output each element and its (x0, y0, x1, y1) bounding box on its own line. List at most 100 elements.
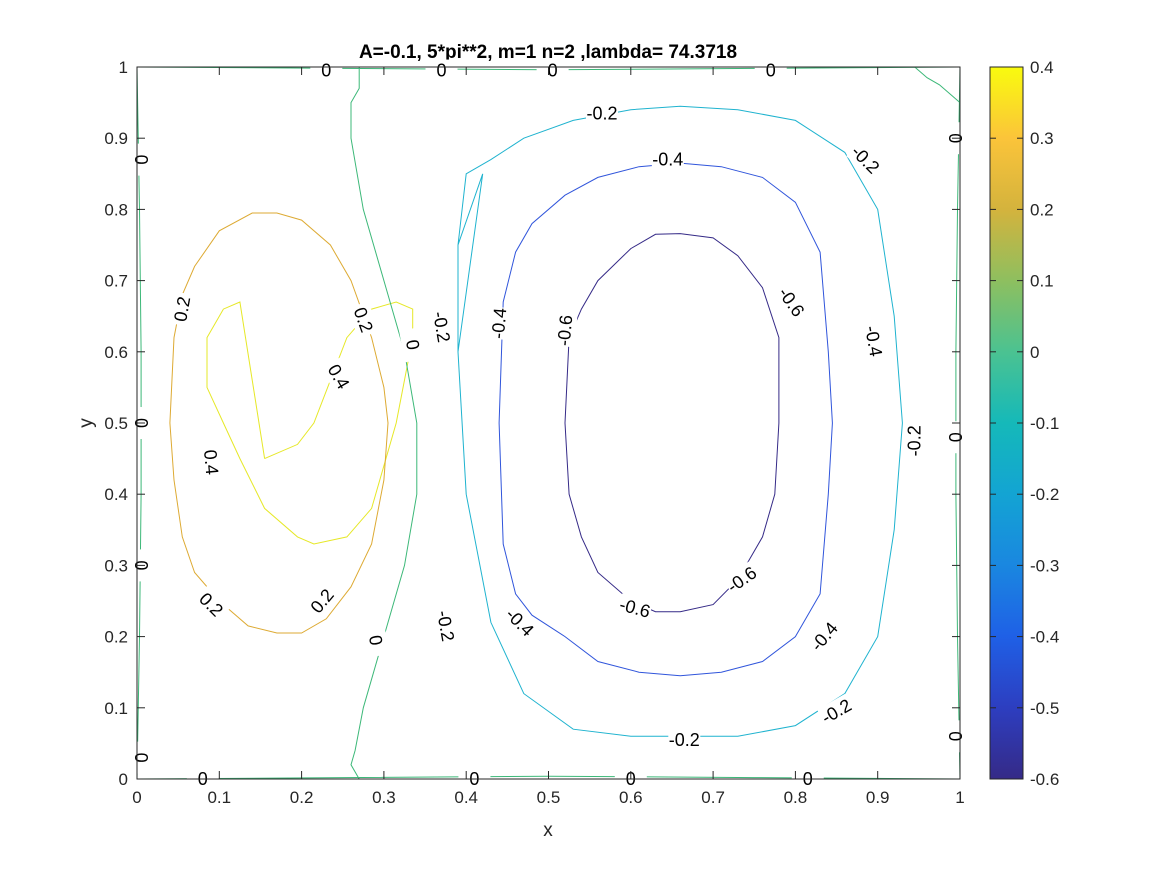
contour-label-bg-26 (859, 323, 888, 359)
contour-label-bg-3 (754, 59, 787, 82)
contour-line-0p2-1 (169, 212, 389, 634)
colorbar-tick-label: 0.2 (1030, 200, 1054, 219)
contour-label-bg-15 (399, 327, 427, 363)
y-tick-label: 1 (119, 58, 128, 77)
colorbar-tick-label: 0.4 (1030, 58, 1054, 77)
colorbar-tick-label: -0.3 (1030, 556, 1059, 575)
contour-label-bg-31 (616, 593, 654, 623)
contour-label-16: 0 (365, 634, 386, 647)
contour-label-bg-30 (773, 282, 810, 322)
contour-label-24: -0.4 (652, 150, 683, 170)
contour-label-32: -0.6 (723, 563, 760, 597)
y-tick-label: 0.3 (104, 556, 128, 575)
colorbar-tick-label: 0 (1030, 343, 1039, 362)
plot-area-frame (136, 66, 961, 780)
contour-line-neg0p6-5 (564, 233, 780, 613)
contour-label-bg-37 (321, 357, 357, 397)
contour-label-bg-25 (486, 306, 512, 341)
colorbar-tick-label: -0.5 (1030, 699, 1059, 718)
contour-label-bg-16 (362, 622, 390, 658)
contour-label-bg-36 (303, 581, 341, 621)
contour-label-bg-33 (168, 291, 196, 327)
y-axis-label: y (76, 418, 97, 428)
x-tick-label: 0.1 (207, 788, 231, 807)
x-tick-label: 0.4 (454, 788, 478, 807)
x-tick-label: 0.2 (290, 788, 314, 807)
contour-label-25: -0.4 (488, 307, 511, 340)
contour-label-bg-18 (846, 140, 885, 179)
colorbar-tick-label: -0.6 (1030, 770, 1059, 789)
contour-label-bg-27 (500, 603, 539, 642)
contour-label-bg-1 (425, 59, 458, 82)
x-tick-label: 0.8 (784, 788, 808, 807)
contour-label-27: -0.4 (502, 604, 538, 640)
x-tick-label: 0.5 (537, 788, 561, 807)
contour-label-bg-0 (310, 59, 343, 82)
y-tick-label: 0.7 (104, 272, 128, 291)
x-tick-label: 0.9 (866, 788, 890, 807)
contour-line-0-2 (350, 67, 418, 780)
contour-line-neg0p4-4 (498, 162, 833, 677)
contour-label-bg-13 (944, 421, 967, 454)
contour-label-bg-23 (668, 728, 701, 751)
chart-title: A=-0.1, 5*pi**2, m=1 n=2 ,lambda= 74.371… (359, 42, 737, 63)
contour-label-28: -0.4 (807, 618, 842, 655)
contour-label-1: 0 (436, 61, 446, 81)
y-tick-label: 0.5 (104, 414, 128, 433)
contour-label-15: 0 (402, 338, 423, 351)
y-tick-label: 0.1 (104, 699, 128, 718)
contour-label-13: 0 (946, 432, 966, 442)
x-axis-label: x (543, 820, 553, 841)
colorbar-tick-label: -0.2 (1030, 485, 1059, 504)
contour-lines (136, 66, 961, 780)
contour-label-bg-32 (722, 561, 762, 598)
contour-label-30: -0.6 (774, 284, 808, 321)
y-tick-label: 0.4 (104, 485, 128, 504)
contour-label-33: 0.2 (170, 295, 194, 323)
contour-label-bg-38 (198, 445, 224, 480)
contour-label-21: -0.2 (905, 425, 925, 456)
contour-label-bg-24 (651, 148, 684, 171)
y-tick-label: 0 (119, 770, 128, 789)
contour-label-7: 0 (131, 753, 151, 763)
colorbar-tick-label: -0.4 (1030, 628, 1059, 647)
contour-label-4: 0 (131, 155, 151, 165)
x-tick-label: 0.6 (619, 788, 643, 807)
x-tick-label: 0.3 (372, 788, 396, 807)
contour-label-23: -0.2 (669, 730, 700, 750)
contour-label-bg-29 (552, 313, 578, 348)
contour-label-bg-22 (817, 693, 856, 729)
colorbar-ticks: 0.4 0.3 0.2 0.1 0 -0.1 -0.2 -0.3 -0.4 -0.5 -0.6 (990, 58, 1059, 789)
contour-label-bg-34 (347, 301, 380, 339)
contour-label-22: -0.2 (818, 695, 855, 728)
y-tick-label: 0.8 (104, 200, 128, 219)
y-tick-label: 0.2 (104, 628, 128, 647)
x-tick-label: 0.7 (701, 788, 725, 807)
contour-line-0p4-0 (206, 301, 414, 545)
colorbar-tick-label: 0.1 (1030, 272, 1054, 291)
contour-label-17: -0.2 (586, 103, 617, 123)
contour-label-bg-17 (585, 102, 618, 125)
x-tick-label: 0 (132, 788, 141, 807)
contour-label-14: 0 (946, 731, 966, 741)
contour-label-bg-28 (805, 617, 843, 656)
contour-label-bg-4 (130, 143, 153, 176)
colorbar-tick-label: 0.3 (1030, 129, 1054, 148)
y-tick-label: 0.9 (104, 129, 128, 148)
contour-line-0-7 (914, 66, 961, 103)
contour-label-bg-20 (431, 608, 460, 644)
contour-line-neg0p2-3 (457, 105, 903, 737)
contour-label-2: 0 (548, 61, 558, 81)
contour-label-bg-7 (130, 741, 153, 774)
contour-label-18: -0.2 (847, 142, 883, 178)
contour-label-bg-35 (192, 585, 231, 624)
y-axis-ticks: 0 0.1 0.2 0.3 0.4 0.5 0.6 0.7 0.8 0.9 1 (104, 58, 960, 789)
contour-label-bg-14 (944, 720, 967, 753)
contour-label-38: 0.4 (200, 449, 222, 476)
contour-label-3: 0 (766, 61, 776, 81)
x-tick-label: 1 (955, 788, 964, 807)
contour-label-bg-19 (427, 309, 456, 345)
contour-label-0: 0 (321, 61, 331, 81)
